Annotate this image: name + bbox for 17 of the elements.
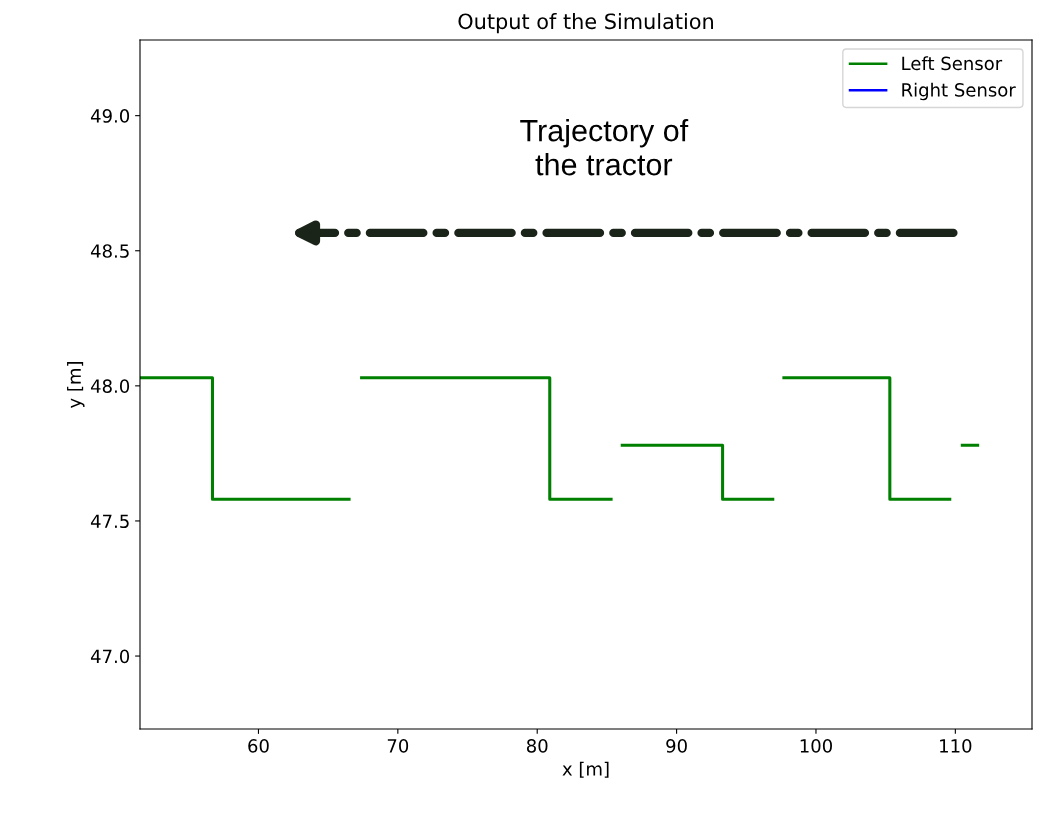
x-tick-label: 60: [248, 739, 269, 753]
y-tick-label: 47.5: [90, 514, 129, 529]
x-tick-label: 90: [666, 739, 687, 753]
x-axis-title: x [m]: [562, 761, 609, 778]
chart-title: Output of the Simulation: [458, 13, 713, 34]
x-tick-label: 80: [526, 739, 548, 753]
y-axis-title: y [m]: [67, 362, 85, 409]
x-tick-label: 70: [387, 739, 409, 753]
y-tick-label: 49.0: [90, 109, 130, 123]
x-tick-label: 100: [800, 739, 832, 753]
legend-label: Right Sensor: [902, 82, 1016, 101]
legend-label: Left Sensor: [902, 56, 1003, 71]
y-tick-label: 48.5: [90, 244, 129, 258]
y-tick-label: 47.0: [90, 649, 130, 664]
x-tick-label: 110: [940, 739, 972, 753]
y-tick-label: 48.0: [90, 379, 130, 393]
annotation: Trajectory of the tractor: [520, 118, 689, 176]
